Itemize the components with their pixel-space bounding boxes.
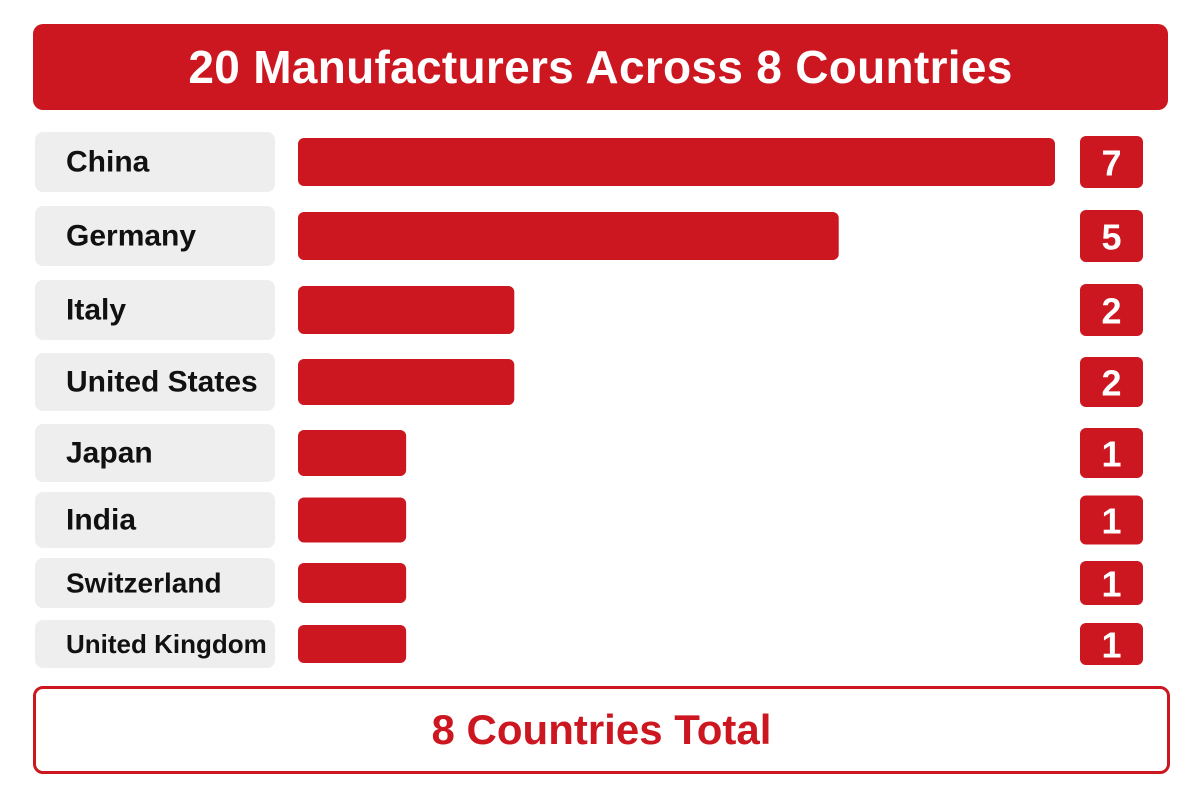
value-label: 1 [1101, 625, 1121, 666]
bar [298, 286, 514, 334]
bar [298, 498, 406, 543]
value-label: 2 [1101, 291, 1121, 332]
category-label: China [66, 146, 150, 179]
chart-row: Italy 2 [35, 280, 1143, 340]
category-label: Germany [66, 220, 196, 253]
category-label: United Kingdom [66, 629, 267, 659]
value-label: 5 [1101, 217, 1121, 258]
chart-row: Japan 1 [35, 424, 1143, 482]
value-label: 1 [1101, 564, 1121, 605]
value-label: 7 [1101, 143, 1121, 184]
chart-row: Switzerland 1 [35, 558, 1143, 608]
category-label: Italy [66, 294, 126, 327]
chart-row: China 7 [35, 132, 1143, 192]
bar [298, 138, 1055, 186]
value-label: 1 [1101, 501, 1121, 542]
chart-row: India 1 [35, 492, 1143, 548]
bar [298, 625, 406, 663]
chart-row: United Kingdom 1 [35, 620, 1143, 668]
value-label: 2 [1101, 363, 1121, 404]
category-label: Switzerland [66, 568, 222, 599]
total-countries-box: 8 Countries Total [33, 686, 1170, 774]
value-label: 1 [1101, 434, 1121, 475]
bar [298, 359, 514, 405]
bar [298, 563, 406, 603]
category-label: Japan [66, 437, 153, 470]
category-label: United States [66, 366, 258, 399]
category-label: India [66, 504, 136, 537]
bar [298, 430, 406, 476]
bar [298, 212, 839, 260]
chart-row: United States 2 [35, 353, 1143, 411]
chart-row: Germany 5 [35, 206, 1143, 266]
